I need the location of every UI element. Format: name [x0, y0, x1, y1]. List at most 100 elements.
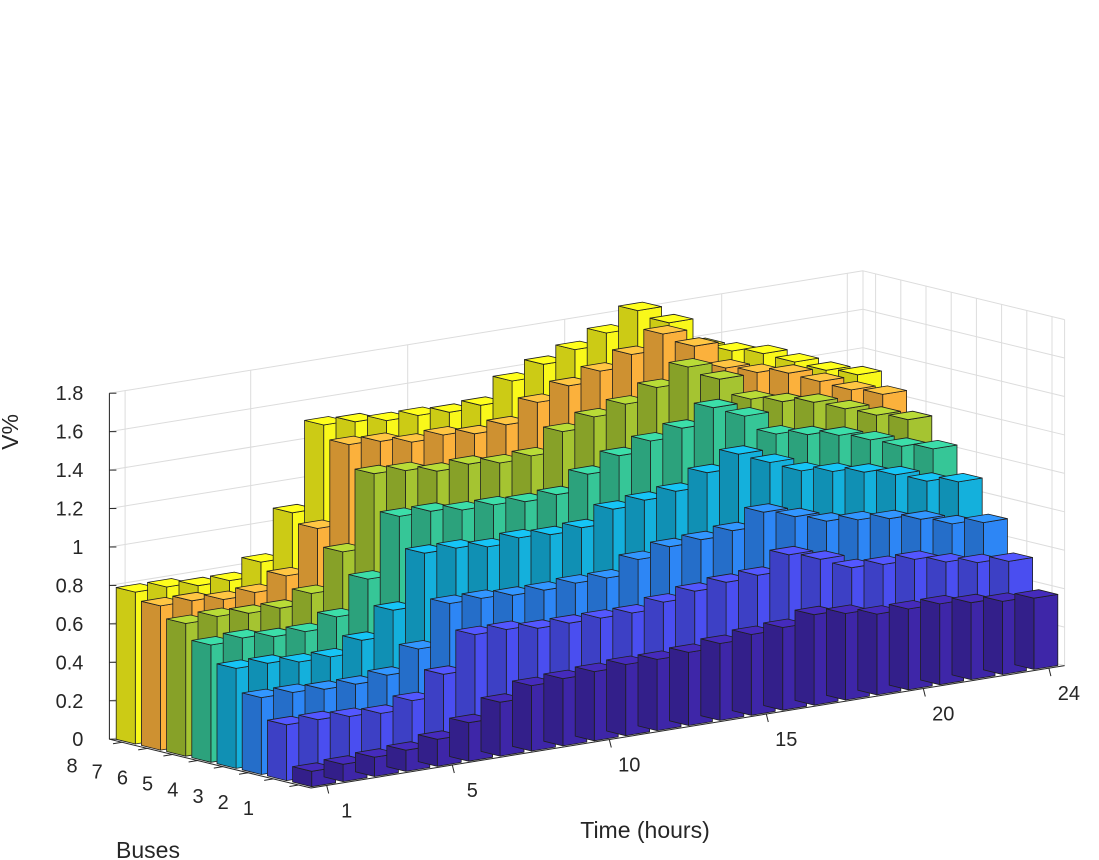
bar-side-face [543, 673, 564, 747]
y-tick-label: 6 [117, 767, 128, 789]
x-tick-mark [451, 764, 455, 774]
y-tick-label: 3 [192, 786, 203, 808]
bar-top-face [775, 353, 819, 363]
x-tick-mark [1048, 668, 1052, 677]
bar-top-face [668, 358, 713, 368]
bar-top-face [643, 325, 688, 335]
bar-top-face [743, 344, 788, 355]
x-tick-label: 24 [1058, 683, 1080, 705]
bar-side-face [1014, 593, 1035, 670]
y-tick-mark [188, 760, 198, 763]
bar-top-face [806, 361, 851, 371]
y-tick-mark [264, 778, 274, 781]
bar-side-face [417, 734, 438, 767]
y-tick-mark [112, 741, 123, 745]
bar-top-face [850, 430, 895, 441]
z-tick-label: 1.4 [56, 460, 84, 482]
x-tick-label: 20 [932, 704, 954, 726]
y-tick-label: 4 [167, 780, 178, 802]
bar-side-face [216, 663, 237, 769]
bar-top-face [938, 472, 983, 483]
bar-side-face [731, 629, 752, 716]
x-tick-mark [326, 785, 330, 794]
bar-side-face [983, 596, 1003, 675]
wall-back-gridline [109, 308, 864, 433]
bar-top-face [800, 550, 845, 560]
bar-top-face [863, 385, 907, 395]
bars-layer [115, 301, 1059, 788]
bar-top-face [819, 426, 864, 436]
bar-top-face [964, 513, 1008, 523]
bar-top-face [706, 359, 750, 369]
bar-side-face [700, 638, 721, 721]
z-tick-label: 0.4 [56, 652, 84, 674]
axes-layer: 00.20.40.60.811.21.41.61.812345678151015… [56, 383, 1080, 822]
bar-side-face [512, 680, 532, 752]
bar-side-face [449, 717, 470, 762]
bar-top-face [693, 398, 738, 409]
wall-right-gridline [862, 270, 1065, 321]
y-tick-label: 5 [142, 774, 153, 796]
bar-top-face [989, 552, 1033, 562]
bar-side-face [166, 618, 187, 757]
z-tick-label: 0.8 [56, 575, 84, 597]
y-axis-title: Buses [116, 837, 180, 860]
z-tick-label: 1 [72, 537, 83, 559]
x-tick-label: 10 [618, 755, 640, 777]
bar-3d [1014, 589, 1059, 670]
bar-top-face [700, 370, 744, 380]
x-tick-mark [765, 713, 769, 723]
bar-side-face [606, 659, 627, 737]
bar-top-face [750, 453, 795, 463]
bar-side-face [266, 719, 287, 781]
bar-top-face [649, 313, 694, 324]
x-tick-mark [608, 739, 612, 748]
bar-side-face [574, 666, 595, 742]
bar-top-face [744, 503, 788, 513]
bar-side-face [763, 622, 784, 711]
bar-side-face [857, 609, 878, 696]
z-tick-label: 0.2 [56, 691, 84, 713]
bar-top-face [825, 399, 870, 410]
z-axis-title: V% [0, 414, 23, 450]
bar-side-face [191, 640, 212, 763]
bar-top-face [769, 545, 814, 556]
bar-side-face [920, 598, 941, 686]
bar-top-face [838, 365, 882, 376]
bar-top-face [674, 337, 719, 347]
bar-top-face [794, 393, 838, 403]
y-tick-mark [163, 753, 173, 757]
bar-top-face [769, 364, 813, 374]
y-tick-label: 8 [66, 755, 77, 777]
z-tick-label: 1.8 [56, 383, 84, 405]
z-tick-label: 1.6 [56, 422, 84, 444]
bar-top-face [618, 301, 662, 312]
x-axis-title: Time (hours) [580, 817, 710, 843]
z-tick-label: 0.6 [56, 614, 84, 636]
z-tick-label: 0 [72, 729, 83, 751]
bar-side-face [888, 604, 909, 691]
bar-top-face [857, 406, 901, 416]
bar-top-face [1014, 589, 1059, 599]
y-tick-label: 2 [218, 792, 229, 814]
bar-side-face [794, 609, 815, 706]
bar-side-face [637, 654, 658, 731]
bar-top-face [800, 372, 845, 382]
bar-top-face [888, 410, 933, 421]
x-tick-label: 1 [341, 800, 352, 822]
y-tick-label: 7 [92, 761, 103, 783]
bar-top-face [876, 465, 920, 476]
wall-right-gridline [862, 347, 1065, 397]
x-tick-label: 5 [467, 780, 478, 802]
bar-side-face [480, 697, 501, 757]
bar-side-face [115, 587, 136, 745]
bar-side-face [669, 647, 689, 726]
bar-side-face [951, 597, 972, 680]
y-tick-mark [289, 784, 299, 787]
y-tick-mark [213, 766, 223, 769]
x-tick-mark [922, 688, 926, 697]
bar-side-face [241, 692, 262, 775]
bar-front-face [1033, 594, 1059, 670]
bar-side-face [140, 600, 161, 751]
